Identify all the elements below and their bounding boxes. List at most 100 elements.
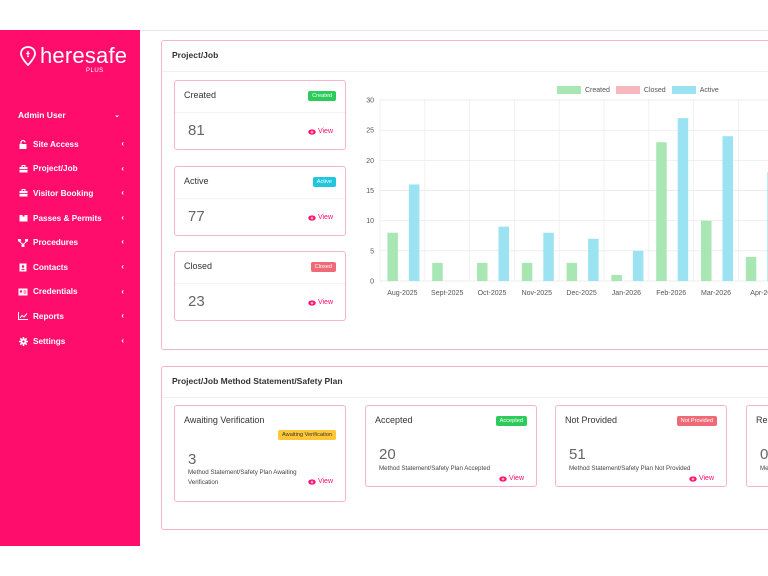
sidebar-item-credentials[interactable]: Credentials ‹ (0, 280, 140, 305)
sidebar-item-passes-permits[interactable]: Passes & Permits ‹ (0, 206, 140, 231)
divider (162, 71, 768, 72)
legend-item-active[interactable]: Active (671, 86, 719, 94)
card-title: Not Provided (565, 415, 618, 425)
view-label: View (317, 299, 333, 306)
location-pin-icon (20, 46, 36, 71)
status-badge: Closed (310, 262, 336, 272)
y-tick-label: 10 (366, 218, 374, 225)
sidebar-nav: Site Access ‹ Project/Job ‹ Visitor Book… (0, 132, 140, 353)
sidebar-item-contacts[interactable]: Contacts ‹ (0, 255, 140, 280)
y-tick-label: 25 (366, 128, 374, 135)
legend-label: Closed (643, 86, 666, 94)
card-title: Closed (184, 261, 213, 271)
bar-created (521, 262, 533, 281)
sidebar: heresafe PLUS Admin User ⌄ Site Access ‹… (0, 30, 140, 546)
sidebar-item-visitor-booking[interactable]: Visitor Booking ‹ (0, 181, 140, 206)
gear-icon (18, 336, 28, 346)
brand-sub: PLUS (86, 68, 104, 74)
top-divider (0, 30, 768, 31)
x-tick-label: Dec-2025 (566, 290, 596, 297)
sidebar-item-label: Procedures (33, 238, 79, 248)
sidebar-item-label: Site Access (33, 139, 79, 149)
pass-icon (18, 213, 28, 223)
sidebar-item-label: Visitor Booking (33, 188, 94, 198)
sidebar-item-procedures[interactable]: Procedures ‹ (0, 230, 140, 255)
divider (175, 283, 345, 284)
bar-created (387, 232, 398, 281)
created-card: Created Created 81 View (174, 80, 346, 150)
chevron-left-icon: ‹ (121, 237, 124, 247)
view-link[interactable]: View (689, 475, 714, 482)
bar-created (656, 142, 667, 281)
x-tick-label: Oct-2025 (478, 290, 507, 297)
bar-created (611, 274, 622, 281)
y-tick-label: 15 (366, 188, 374, 195)
sidebar-item-label: Settings (33, 336, 66, 346)
bar-active (543, 232, 554, 281)
bar-active (588, 238, 599, 281)
rejected-card: Re 0 Me (746, 405, 768, 487)
y-tick-label: 5 (370, 248, 374, 255)
sidebar-item-settings[interactable]: Settings ‹ (0, 329, 140, 354)
eye-icon (308, 128, 316, 135)
bar-created (477, 262, 488, 281)
view-link[interactable]: View (308, 299, 333, 306)
x-tick-label: Mar-2026 (701, 290, 731, 297)
user-menu[interactable]: Admin User ⌄ (18, 110, 128, 126)
legend-swatch (557, 86, 581, 94)
chevron-left-icon: ‹ (121, 212, 124, 222)
sidebar-item-label: Contacts (33, 262, 69, 272)
card-description: Method Statement/Safety Plan Awaiting Ve… (188, 469, 297, 486)
x-tick-label: Apr-20 (750, 290, 768, 297)
view-link[interactable]: View (308, 214, 333, 221)
status-badge: Active (312, 177, 336, 187)
legend-label: Created (585, 86, 610, 94)
brand-logo[interactable]: heresafe PLUS (18, 43, 128, 74)
sidebar-item-label: Project/Job (33, 164, 78, 174)
card-title: Re (756, 415, 768, 425)
view-label: View (508, 475, 524, 482)
legend-item-closed[interactable]: Closed (615, 86, 666, 94)
eye-icon (308, 214, 316, 221)
contact-icon (18, 262, 28, 272)
status-badge: Created (308, 91, 336, 101)
card-description: Method Statement/Safety Plan Accepted (379, 465, 491, 472)
divider (162, 397, 768, 398)
view-label: View (698, 475, 714, 482)
bar-created (566, 262, 578, 281)
sidebar-item-project-job[interactable]: Project/Job ‹ (0, 157, 140, 182)
x-tick-label: Aug-2025 (387, 290, 417, 297)
y-tick-label: 30 (366, 98, 374, 105)
awaiting-verification-card: Awaiting Verification Awaiting Verificat… (174, 405, 346, 502)
count-value: 51 (569, 446, 586, 463)
status-badge: Not Provided (676, 416, 717, 426)
sidebar-item-label: Passes & Permits (33, 213, 102, 223)
closed-card: Closed Closed 23 View (174, 251, 346, 321)
sidebar-item-reports[interactable]: Reports ‹ (0, 304, 140, 329)
sidebar-item-site-access[interactable]: Site Access ‹ (0, 132, 140, 157)
card-title: Awaiting Verification (184, 415, 265, 425)
project-bar-chart: 0 5 10 15 20 25 30 Aug-2025 Sept-2025 Oct-2025 Nov… (366, 98, 768, 297)
count-value: 20 (379, 446, 396, 463)
panel-title: Project/Job Method Statement/Safety Plan (172, 376, 343, 386)
x-tick-label: Sept-2025 (431, 290, 463, 297)
card-description: Method Statement/Safety Plan Not Provide… (569, 465, 691, 472)
status-badge: Accepted (495, 416, 527, 426)
chevron-left-icon: ‹ (121, 286, 124, 296)
view-link[interactable]: View (308, 128, 333, 135)
active-card: Active Active 77 View (174, 166, 346, 236)
chevron-left-icon: ‹ (121, 261, 124, 271)
bar-created (701, 220, 712, 281)
view-link[interactable]: View (499, 475, 524, 482)
x-tick-label: Nov-2025 (522, 290, 552, 297)
legend-label: Active (699, 86, 719, 94)
accepted-card: Accepted Accepted 20 Method Statement/Sa… (365, 405, 537, 487)
legend-swatch (615, 86, 640, 94)
chart-icon (18, 311, 28, 321)
eye-icon (308, 478, 316, 485)
legend-item-created[interactable]: Created (557, 86, 610, 94)
chevron-left-icon: ‹ (121, 188, 124, 198)
view-link[interactable]: View (308, 478, 333, 485)
chevron-left-icon: ‹ (121, 311, 124, 321)
x-tick-label: Feb-2026 (656, 290, 686, 297)
